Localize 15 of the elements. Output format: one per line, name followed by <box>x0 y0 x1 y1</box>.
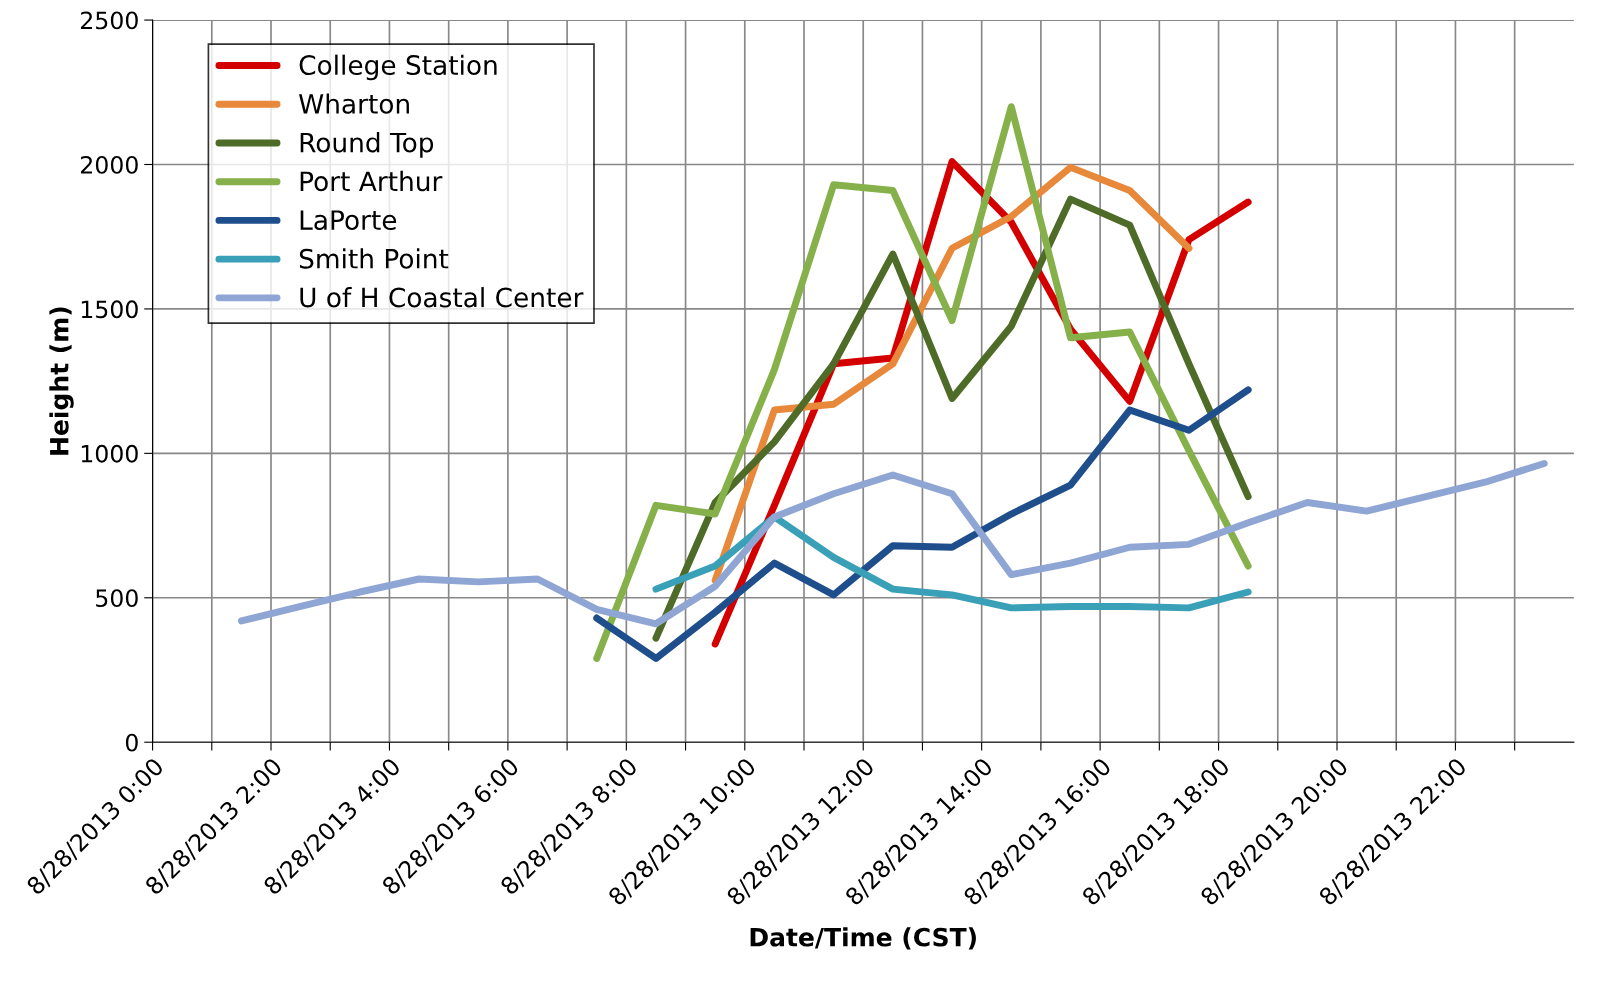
legend-label: U of H Coastal Center <box>300 287 584 308</box>
x-axis-title: Date/Time (CST) <box>750 927 976 950</box>
legend-label: Wharton <box>299 93 409 114</box>
y-tick-label: 1000 <box>81 444 138 463</box>
legend-label: Smith Point <box>299 248 449 269</box>
y-tick-label: 2000 <box>81 155 138 174</box>
y-tick-label: 500 <box>96 589 138 608</box>
legend-label: Port Arthur <box>300 170 443 192</box>
y-axis-title: Height (m) <box>49 307 74 455</box>
legend-label: LaPorte <box>300 210 397 230</box>
y-tick-label: 1500 <box>81 300 138 319</box>
y-tick-label: 2500 <box>81 11 138 30</box>
legend-label: Round Top <box>300 132 434 158</box>
legend-label: College Station <box>299 54 497 81</box>
y-tick-label: 0 <box>125 733 138 752</box>
